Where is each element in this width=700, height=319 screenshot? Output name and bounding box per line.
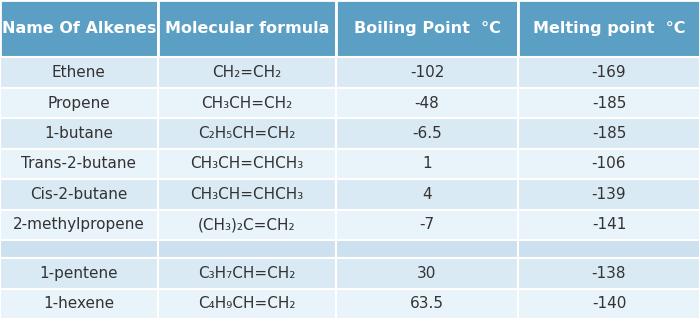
Text: -139: -139 [592, 187, 626, 202]
Bar [158, 240, 336, 258]
Bar [518, 179, 700, 210]
Text: C₂H₅CH=CH₂: C₂H₅CH=CH₂ [198, 126, 295, 141]
Bar [158, 210, 336, 240]
Text: -140: -140 [592, 296, 626, 311]
Bar [158, 88, 336, 118]
Bar [518, 0, 700, 57]
Text: Melting point  °C: Melting point °C [533, 21, 685, 36]
Bar [0, 210, 158, 240]
Bar [0, 149, 158, 179]
Bar [336, 210, 518, 240]
Text: Propene: Propene [48, 95, 110, 110]
Text: 4: 4 [422, 187, 432, 202]
Text: -185: -185 [592, 126, 626, 141]
Text: -185: -185 [592, 95, 626, 110]
Bar [0, 0, 158, 57]
Text: -106: -106 [592, 156, 626, 171]
Bar [158, 118, 336, 149]
Text: 1-hexene: 1-hexene [43, 296, 114, 311]
Bar [518, 88, 700, 118]
Text: CH₃CH=CHCH₃: CH₃CH=CHCH₃ [190, 156, 303, 171]
Bar [158, 149, 336, 179]
Text: Name Of Alkenes: Name Of Alkenes [1, 21, 156, 36]
Bar [0, 289, 158, 319]
Text: 2-methylpropene: 2-methylpropene [13, 217, 145, 232]
Text: -138: -138 [592, 266, 626, 281]
Text: C₃H₇CH=CH₂: C₃H₇CH=CH₂ [198, 266, 295, 281]
Bar [336, 289, 518, 319]
Bar [518, 289, 700, 319]
Text: 1: 1 [422, 156, 432, 171]
Bar [0, 240, 158, 258]
Bar [158, 289, 336, 319]
Bar [518, 118, 700, 149]
Bar [336, 179, 518, 210]
Bar [336, 57, 518, 88]
Text: Trans-2-butane: Trans-2-butane [21, 156, 136, 171]
Text: 1-butane: 1-butane [44, 126, 113, 141]
Bar [518, 258, 700, 289]
Bar [0, 258, 158, 289]
Bar [336, 240, 518, 258]
Text: CH₃CH=CHCH₃: CH₃CH=CHCH₃ [190, 187, 303, 202]
Text: (CH₃)₂C=CH₂: (CH₃)₂C=CH₂ [198, 217, 295, 232]
Text: 63.5: 63.5 [410, 296, 444, 311]
Bar [518, 240, 700, 258]
Bar [336, 118, 518, 149]
Text: -141: -141 [592, 217, 626, 232]
Bar [0, 88, 158, 118]
Text: C₄H₉CH=CH₂: C₄H₉CH=CH₂ [198, 296, 295, 311]
Text: -7: -7 [419, 217, 435, 232]
Bar [158, 258, 336, 289]
Bar [0, 118, 158, 149]
Text: -169: -169 [592, 65, 626, 80]
Bar [336, 88, 518, 118]
Text: 30: 30 [417, 266, 437, 281]
Bar [336, 258, 518, 289]
Bar [0, 179, 158, 210]
Text: Molecular formula: Molecular formula [164, 21, 329, 36]
Text: Boiling Point  °C: Boiling Point °C [354, 21, 500, 36]
Text: -6.5: -6.5 [412, 126, 442, 141]
Bar [158, 57, 336, 88]
Bar [158, 0, 336, 57]
Text: 1-pentene: 1-pentene [39, 266, 118, 281]
Text: -102: -102 [410, 65, 444, 80]
Text: Ethene: Ethene [52, 65, 106, 80]
Text: Cis-2-butane: Cis-2-butane [30, 187, 127, 202]
Text: -48: -48 [414, 95, 440, 110]
Bar [518, 57, 700, 88]
Bar [158, 179, 336, 210]
Bar [336, 0, 518, 57]
Bar [336, 149, 518, 179]
Bar [0, 57, 158, 88]
Text: CH₂=CH₂: CH₂=CH₂ [212, 65, 281, 80]
Bar [518, 210, 700, 240]
Bar [518, 149, 700, 179]
Text: CH₃CH=CH₂: CH₃CH=CH₂ [201, 95, 293, 110]
